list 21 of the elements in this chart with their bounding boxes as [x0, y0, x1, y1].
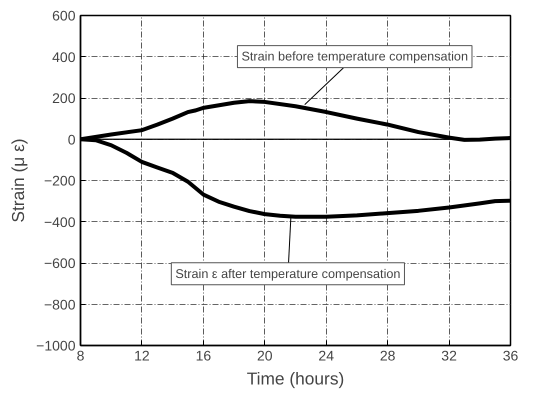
x-tick-label: 28 — [380, 348, 396, 364]
y-tick-label: −600 — [44, 255, 76, 271]
y-tick-label: −200 — [44, 172, 76, 188]
x-tick-label: 20 — [257, 348, 273, 364]
x-tick-label: 12 — [134, 348, 150, 364]
x-axis-title: Time (hours) — [246, 368, 344, 388]
y-tick-label: 600 — [52, 8, 76, 24]
x-tick-label: 16 — [196, 348, 212, 364]
y-axis-title: Strain (μ ε) — [8, 138, 28, 223]
x-tick-label: 32 — [441, 348, 458, 364]
x-tick-label: 24 — [318, 348, 334, 364]
y-tick-label: −1000 — [36, 338, 76, 354]
y-tick-label: −400 — [44, 214, 76, 230]
annotation: Strain ε after temperature compensation — [175, 266, 400, 281]
annotation: Strain before temperature compensation — [241, 50, 468, 64]
x-tick-label: 36 — [502, 348, 518, 364]
x-tick-label: 8 — [76, 348, 85, 364]
y-tick-label: 0 — [68, 131, 76, 148]
y-tick-label: 400 — [52, 48, 76, 65]
y-tick-label: 200 — [52, 90, 76, 106]
y-tick-label: −800 — [44, 296, 76, 312]
